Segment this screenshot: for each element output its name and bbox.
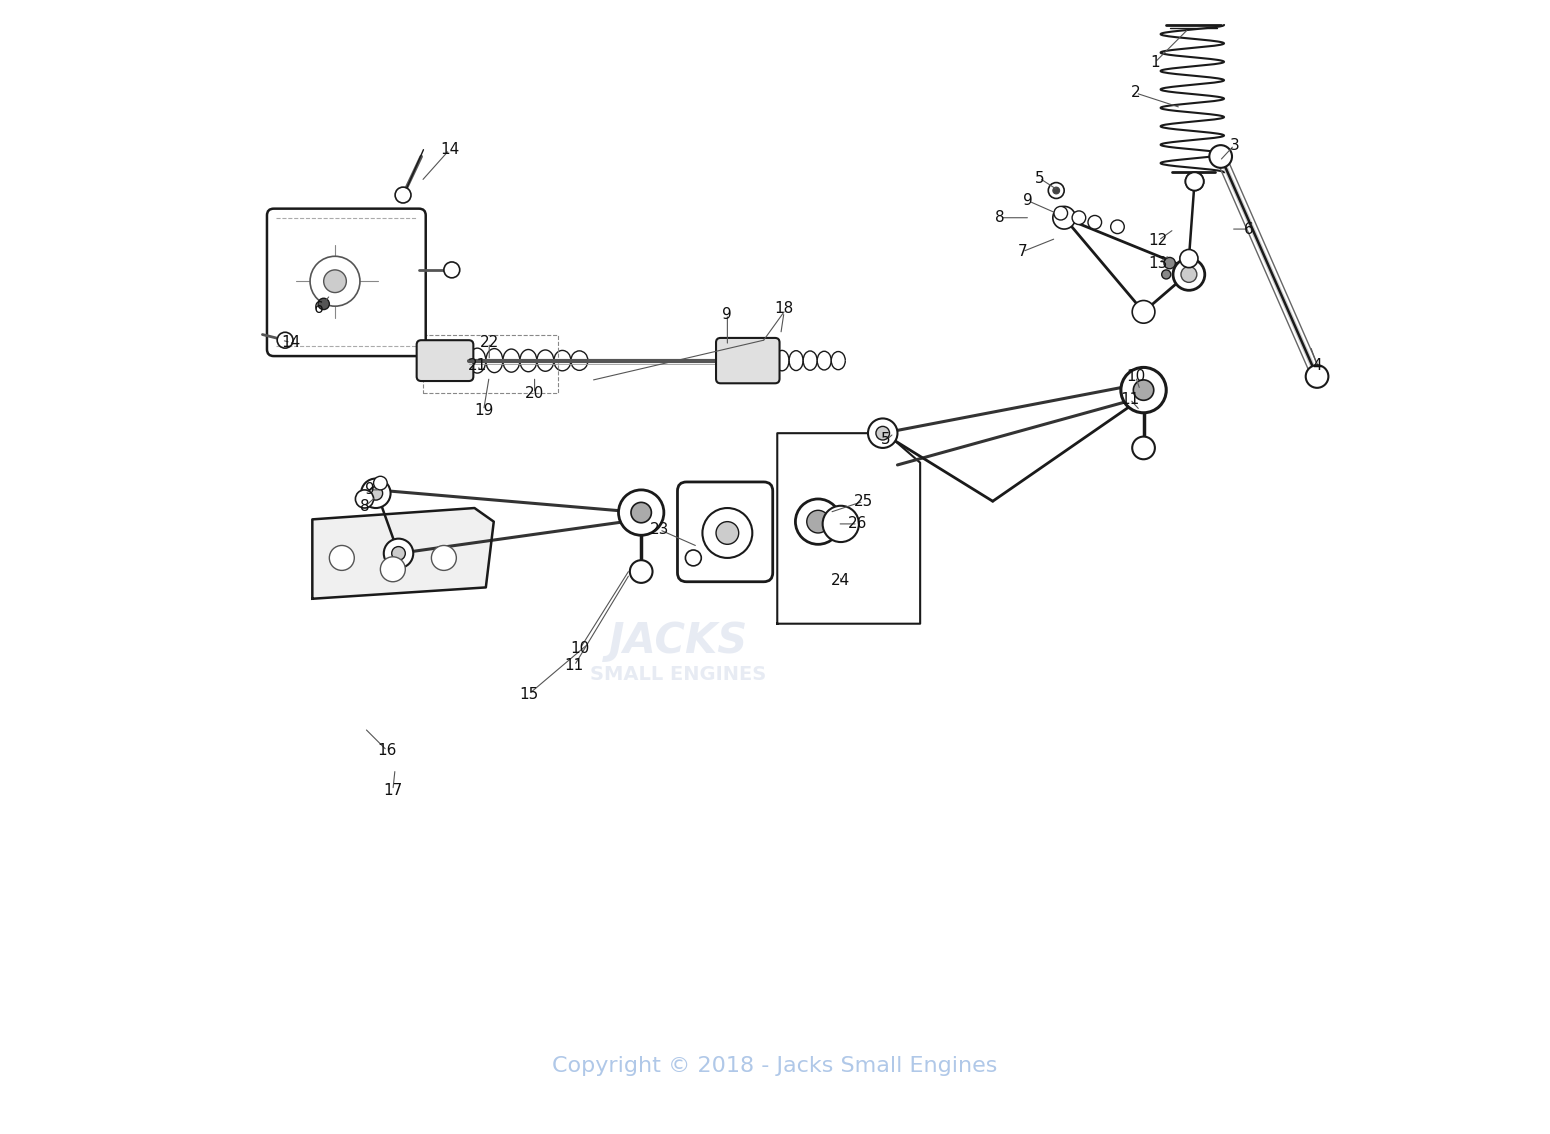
Circle shape xyxy=(1132,437,1155,459)
Text: 17: 17 xyxy=(383,782,403,798)
Circle shape xyxy=(310,256,360,306)
Text: 16: 16 xyxy=(378,743,397,759)
Circle shape xyxy=(361,479,391,508)
Circle shape xyxy=(1048,183,1065,198)
Text: 2: 2 xyxy=(1132,85,1141,101)
Circle shape xyxy=(795,499,840,544)
Circle shape xyxy=(1052,206,1076,229)
Text: 7: 7 xyxy=(1017,244,1028,260)
FancyBboxPatch shape xyxy=(677,482,773,582)
Circle shape xyxy=(1111,220,1124,234)
Circle shape xyxy=(868,418,897,448)
Circle shape xyxy=(1161,270,1170,279)
Circle shape xyxy=(629,560,653,583)
Text: 15: 15 xyxy=(519,686,538,702)
Text: 1: 1 xyxy=(1150,54,1159,70)
Text: 12: 12 xyxy=(1149,232,1167,248)
Circle shape xyxy=(1305,365,1328,388)
Text: 25: 25 xyxy=(854,493,873,509)
Circle shape xyxy=(395,187,411,203)
Circle shape xyxy=(1073,211,1085,225)
Text: 11: 11 xyxy=(564,658,584,674)
Text: 10: 10 xyxy=(570,641,589,657)
Text: 22: 22 xyxy=(479,335,499,350)
Circle shape xyxy=(1181,266,1197,282)
Text: 26: 26 xyxy=(848,516,868,532)
FancyBboxPatch shape xyxy=(267,209,426,356)
Text: 23: 23 xyxy=(649,522,670,538)
Text: 4: 4 xyxy=(1313,357,1322,373)
Text: 11: 11 xyxy=(1121,391,1139,407)
Text: 6: 6 xyxy=(1245,221,1254,237)
Circle shape xyxy=(329,545,355,570)
Circle shape xyxy=(1054,206,1068,220)
Text: Copyright © 2018 - Jacks Small Engines: Copyright © 2018 - Jacks Small Engines xyxy=(552,1056,998,1076)
Circle shape xyxy=(380,557,405,582)
Text: 9: 9 xyxy=(366,482,375,498)
Circle shape xyxy=(702,508,752,558)
Circle shape xyxy=(631,502,651,523)
Circle shape xyxy=(1164,257,1175,269)
Text: 14: 14 xyxy=(440,142,459,158)
Circle shape xyxy=(1133,380,1153,400)
Circle shape xyxy=(716,522,739,544)
Circle shape xyxy=(443,262,460,278)
FancyBboxPatch shape xyxy=(417,340,473,381)
Circle shape xyxy=(1052,187,1060,194)
Text: 8: 8 xyxy=(995,210,1004,226)
Circle shape xyxy=(318,298,329,310)
Circle shape xyxy=(1173,259,1204,290)
Circle shape xyxy=(1186,172,1204,191)
Circle shape xyxy=(355,490,374,508)
Circle shape xyxy=(685,550,701,566)
FancyBboxPatch shape xyxy=(716,338,780,383)
Text: 10: 10 xyxy=(1125,369,1145,384)
Text: 5: 5 xyxy=(882,432,891,448)
Text: 24: 24 xyxy=(831,573,851,589)
Circle shape xyxy=(392,547,405,560)
Text: 9: 9 xyxy=(722,306,732,322)
Circle shape xyxy=(1180,249,1198,268)
Text: 5: 5 xyxy=(1034,170,1045,186)
Circle shape xyxy=(324,270,346,293)
Circle shape xyxy=(1186,172,1204,191)
Circle shape xyxy=(823,506,859,542)
Circle shape xyxy=(806,510,829,533)
Text: JACKS: JACKS xyxy=(609,619,749,662)
Circle shape xyxy=(1121,367,1166,413)
Text: 19: 19 xyxy=(474,403,493,418)
Circle shape xyxy=(431,545,456,570)
Text: 20: 20 xyxy=(525,386,544,401)
Text: 14: 14 xyxy=(281,335,301,350)
Circle shape xyxy=(1209,145,1232,168)
Text: SMALL ENGINES: SMALL ENGINES xyxy=(591,666,767,684)
Polygon shape xyxy=(313,508,494,599)
Circle shape xyxy=(1088,215,1102,229)
Text: 13: 13 xyxy=(1149,255,1169,271)
Text: 3: 3 xyxy=(1229,137,1238,153)
Text: 6: 6 xyxy=(315,301,324,316)
Text: 18: 18 xyxy=(775,301,794,316)
Circle shape xyxy=(277,332,293,348)
Circle shape xyxy=(876,426,890,440)
Circle shape xyxy=(369,486,383,500)
Circle shape xyxy=(384,539,414,568)
Text: 9: 9 xyxy=(1023,193,1032,209)
Text: 8: 8 xyxy=(360,499,369,515)
Circle shape xyxy=(374,476,388,490)
Text: 21: 21 xyxy=(468,357,488,373)
Circle shape xyxy=(1132,301,1155,323)
Circle shape xyxy=(1063,211,1077,225)
Circle shape xyxy=(618,490,663,535)
